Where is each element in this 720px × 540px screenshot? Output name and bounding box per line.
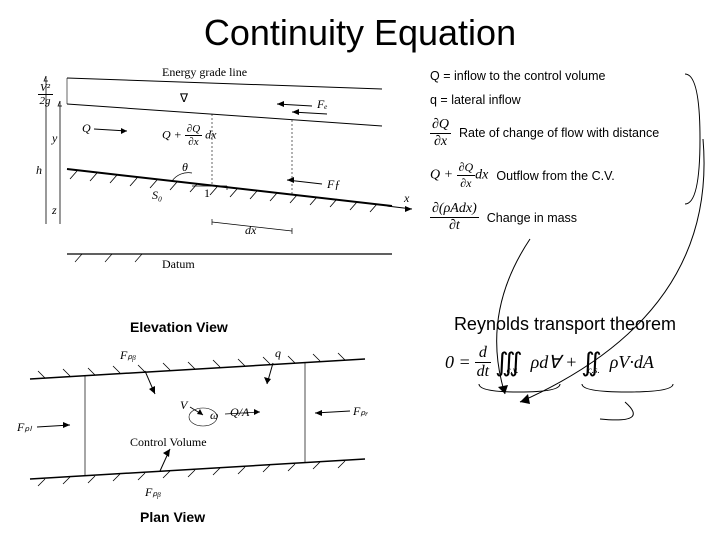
y-label: y: [51, 131, 58, 145]
free-surface-symbol: ∇: [179, 91, 189, 105]
cv-subscript: c.v.: [507, 365, 519, 375]
elevation-diagram: V²2g y h z Energy grade line ∇ Q Fₑ Q +: [32, 64, 422, 289]
def-q: q = lateral inflow: [430, 93, 710, 107]
def-massrate: ∂(ρAdx)∂t Change in mass: [430, 201, 710, 234]
Fpb-label-top: Fₚᵦ: [119, 349, 136, 362]
def-massrate-text: Change in mass: [487, 211, 577, 225]
reynolds-title: Reynolds transport theorem: [420, 314, 710, 335]
cs-subscript: c.s.: [588, 365, 600, 375]
definitions-box: Q = inflow to the control volume q = lat…: [430, 69, 710, 244]
Fpl-label: Fₚₗ: [16, 420, 32, 434]
S0-label: S₀: [152, 188, 162, 202]
z-label: z: [51, 203, 57, 217]
def-outflow-eq: Q + ∂Q∂xdx: [430, 160, 488, 191]
q-label: q: [275, 349, 281, 360]
def-dQdx-text: Rate of change of flow with distance: [459, 126, 659, 141]
content-area: V²2g y h z Energy grade line ∇ Q Fₑ Q +: [0, 54, 720, 534]
theta-label: θ: [182, 160, 188, 174]
slope-one-label: 1: [204, 186, 210, 200]
plan-view-label: Plan View: [140, 509, 205, 525]
def-outflow: Q + ∂Q∂xdx Outflow from the C.V.: [430, 160, 710, 191]
QA-label: Q/A: [230, 405, 250, 419]
omega-label: ω: [210, 408, 218, 422]
reynolds-equation: 0 = ddt ∭ c.v. ρd∀ + ∬ c.s. ρV·dA: [445, 344, 695, 404]
elevation-view-label: Elevation View: [130, 319, 228, 335]
def-massrate-eq: ∂(ρAdx)∂t: [430, 201, 479, 234]
def-q-text: q = lateral inflow: [430, 93, 521, 107]
energy-grade-line-label: Energy grade line: [162, 65, 247, 79]
plan-diagram: Fₚᵦ Fₚᵦ q Fₚₗ V ω Q/A Control Volume Fₚᵣ: [15, 349, 375, 499]
Q-label: Q: [82, 121, 91, 135]
datum-label: Datum: [162, 257, 195, 271]
x-label: x: [403, 191, 410, 205]
h-label: h: [36, 163, 42, 177]
def-dQdx: ∂Q∂x Rate of change of flow with distanc…: [430, 117, 710, 150]
def-Q-text: Q = inflow to the control volume: [430, 69, 605, 83]
page-title: Continuity Equation: [0, 0, 720, 54]
Ff-label: Fƒ: [326, 177, 340, 191]
def-dQdx-eq: ∂Q∂x: [430, 117, 451, 150]
V-label: V: [180, 398, 189, 412]
Fe-label: Fₑ: [316, 97, 327, 111]
Fpb-label-bottom: Fₚᵦ: [144, 485, 161, 499]
dx-label: dx: [245, 223, 257, 237]
def-outflow-text: Outflow from the C.V.: [496, 169, 614, 183]
def-Q: Q = inflow to the control volume: [430, 69, 710, 83]
Fpr-label: Fₚᵣ: [352, 404, 368, 418]
control-volume-label: Control Volume: [130, 435, 207, 449]
